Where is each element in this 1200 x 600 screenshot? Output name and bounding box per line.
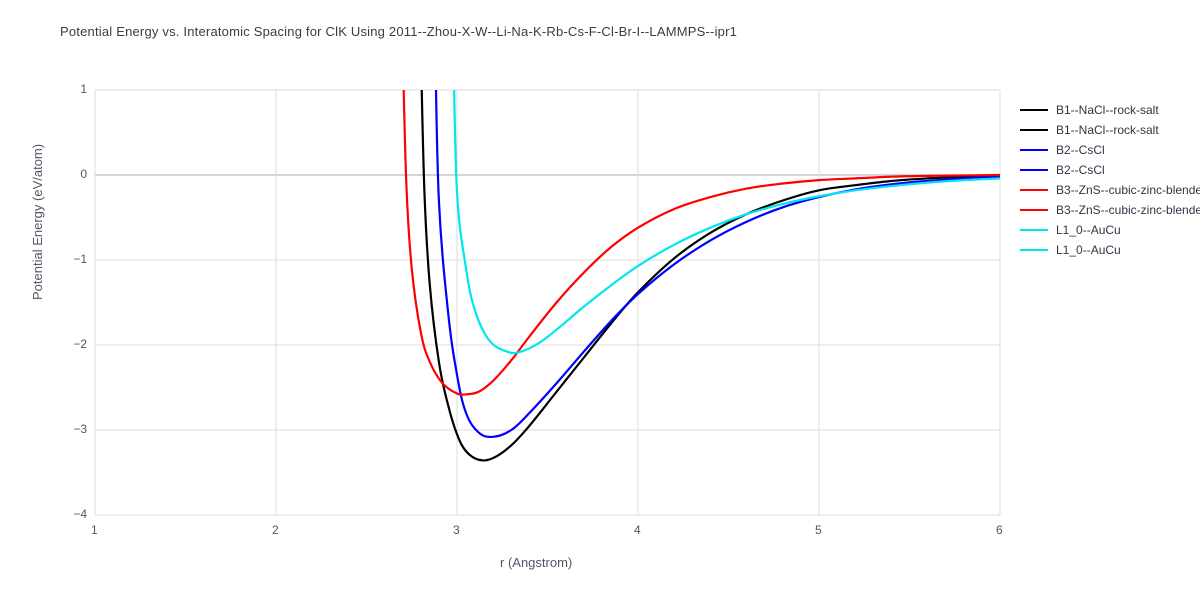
- chart-container: Potential Energy vs. Interatomic Spacing…: [0, 0, 1200, 600]
- legend-item[interactable]: B3--ZnS--cubic-zinc-blende: [1020, 180, 1200, 199]
- legend-swatch: [1020, 129, 1048, 131]
- legend-swatch: [1020, 169, 1048, 171]
- x-tick-label: 1: [91, 523, 98, 537]
- x-tick-label: 6: [996, 523, 1003, 537]
- legend-label: B3--ZnS--cubic-zinc-blende: [1056, 183, 1200, 197]
- y-tick-label: −4: [47, 507, 87, 521]
- legend-swatch: [1020, 149, 1048, 151]
- x-tick-label: 5: [815, 523, 822, 537]
- legend: B1--NaCl--rock-salt B1--NaCl--rock-salt B2…: [1020, 100, 1200, 260]
- legend-item[interactable]: L1_0--AuCu: [1020, 240, 1200, 259]
- legend-label: L1_0--AuCu: [1056, 223, 1121, 237]
- y-tick-label: 1: [47, 82, 87, 96]
- x-tick-label: 4: [634, 523, 641, 537]
- legend-label: L1_0--AuCu: [1056, 243, 1121, 257]
- plot-area: [95, 90, 1000, 515]
- legend-label: B2--CsCl: [1056, 163, 1105, 177]
- legend-item[interactable]: B2--CsCl: [1020, 160, 1200, 179]
- legend-label: B1--NaCl--rock-salt: [1056, 123, 1159, 137]
- x-tick-label: 3: [453, 523, 460, 537]
- y-axis-label: Potential Energy (eV/atom): [30, 144, 45, 300]
- x-axis-label: r (Angstrom): [500, 555, 572, 570]
- legend-swatch: [1020, 229, 1048, 231]
- legend-swatch: [1020, 249, 1048, 251]
- y-tick-label: −1: [47, 252, 87, 266]
- legend-label: B3--ZnS--cubic-zinc-blende: [1056, 203, 1200, 217]
- legend-item[interactable]: B2--CsCl: [1020, 140, 1200, 159]
- legend-item[interactable]: B3--ZnS--cubic-zinc-blende: [1020, 200, 1200, 219]
- legend-swatch: [1020, 109, 1048, 111]
- legend-item[interactable]: B1--NaCl--rock-salt: [1020, 120, 1200, 139]
- y-tick-label: −2: [47, 337, 87, 351]
- series-B2--CsCl: [435, 48, 1000, 437]
- legend-label: B1--NaCl--rock-salt: [1056, 103, 1159, 117]
- chart-title: Potential Energy vs. Interatomic Spacing…: [60, 24, 737, 39]
- series-L1_0--AuCu: [453, 48, 1000, 354]
- series-B1--NaCl--rock-salt: [421, 48, 1000, 461]
- y-tick-label: −3: [47, 422, 87, 436]
- y-tick-label: 0: [47, 167, 87, 181]
- legend-swatch: [1020, 189, 1048, 191]
- legend-label: B2--CsCl: [1056, 143, 1105, 157]
- legend-item[interactable]: B1--NaCl--rock-salt: [1020, 100, 1200, 119]
- legend-swatch: [1020, 209, 1048, 211]
- x-tick-label: 2: [272, 523, 279, 537]
- legend-item[interactable]: L1_0--AuCu: [1020, 220, 1200, 239]
